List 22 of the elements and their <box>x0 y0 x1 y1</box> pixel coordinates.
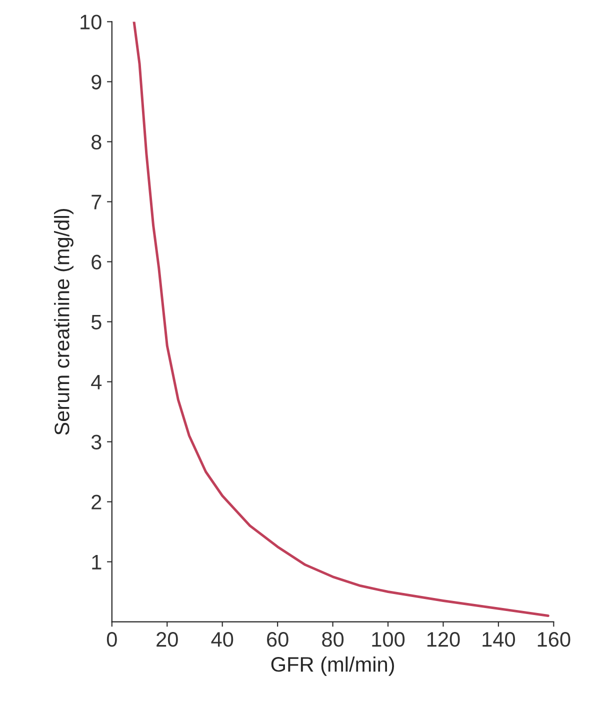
x-tick-label: 80 <box>322 632 344 647</box>
y-tick-label: 4 <box>91 374 102 390</box>
x-tick-label: 100 <box>372 632 405 647</box>
x-tick-label: 0 <box>106 632 117 647</box>
x-tick-label: 140 <box>482 632 516 647</box>
x-axis-title: GFR (ml/min) <box>271 656 394 676</box>
x-tick-label: 60 <box>267 632 288 647</box>
x-tick-label: 40 <box>211 632 234 647</box>
x-tick-label: 120 <box>427 632 460 647</box>
y-tick-label: 5 <box>91 314 102 330</box>
y-tick-label: 10 <box>80 14 102 30</box>
y-tick-label: 8 <box>92 134 102 150</box>
line-series <box>132 22 550 618</box>
y-tick-label: 7 <box>92 194 102 210</box>
x-tick-label: 160 <box>538 632 570 647</box>
x-tick-label: 20 <box>156 632 178 647</box>
y-tick-label: 2 <box>92 494 102 510</box>
y-tick-label: 1 <box>92 554 102 570</box>
y-tick-label: 3 <box>91 434 102 450</box>
y-tick-label: 9 <box>92 74 102 90</box>
y-tick-label: 6 <box>92 254 102 270</box>
y-axis-title: Serum creatinine (mg/dl) <box>54 208 74 435</box>
